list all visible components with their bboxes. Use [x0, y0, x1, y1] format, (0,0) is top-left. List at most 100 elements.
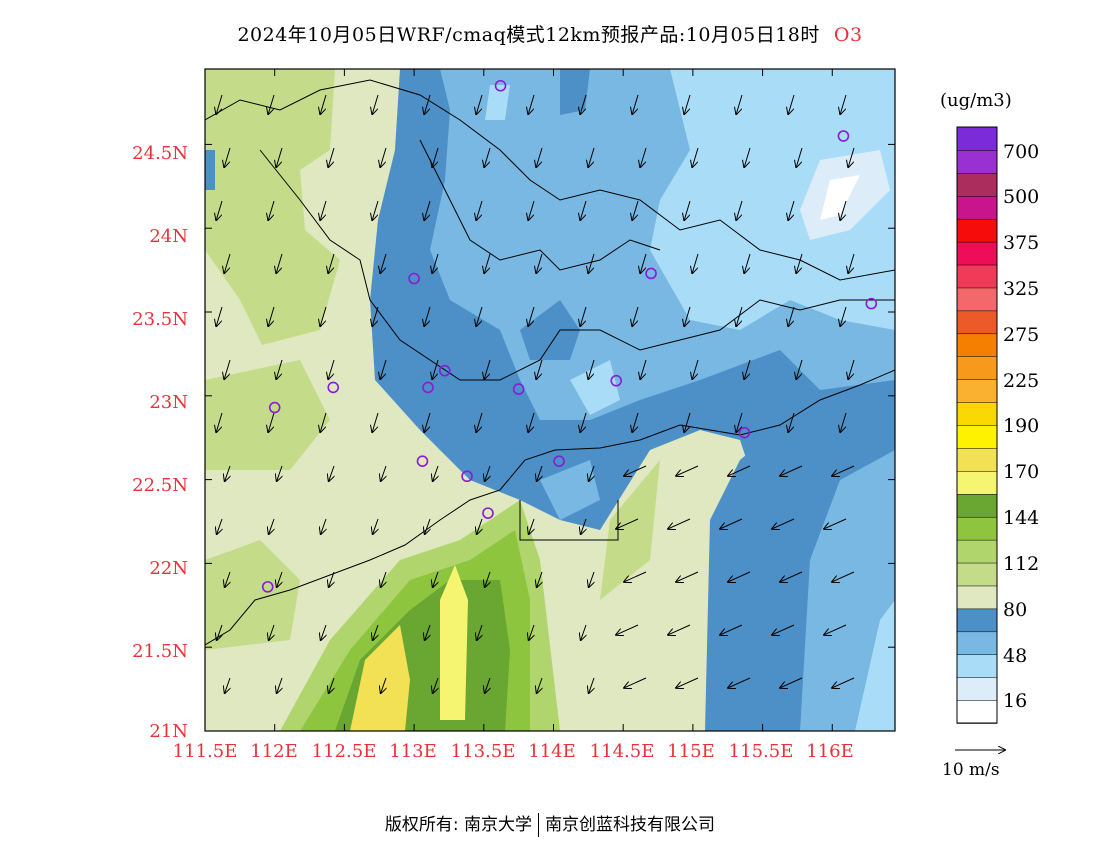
wind-arrow [320, 94, 327, 114]
wind-arrow [432, 253, 439, 273]
wind-arrow [736, 412, 743, 432]
wind-arrow [536, 147, 543, 167]
wind-arrow [328, 253, 335, 273]
wind-arrow [216, 306, 223, 326]
wind-arrow [276, 253, 283, 273]
colorbar-swatch [956, 699, 998, 724]
wind-arrow [372, 306, 379, 326]
wind-arrow [432, 147, 439, 167]
wind-arrow [780, 465, 803, 476]
wind-arrow [485, 571, 490, 587]
wind-arrow [381, 571, 386, 587]
wind-arrow [528, 94, 535, 114]
footer-left: 版权所有: 南京大学 [384, 815, 533, 835]
lat-label-22: 22N [149, 558, 188, 579]
wind-arrow [380, 359, 387, 379]
wind-arrow [276, 359, 283, 379]
wind-arrow [676, 677, 699, 688]
wind-arrow [216, 412, 223, 432]
wind-arrow [632, 412, 639, 432]
wind-arrow [684, 200, 691, 220]
wind-arrow [476, 200, 483, 220]
wind-arrow [788, 306, 795, 326]
lat-label-23: 23N [149, 392, 188, 413]
wind-arrow [372, 200, 379, 220]
wind-arrow [373, 624, 378, 640]
wind-arrow [380, 253, 387, 273]
colorbar-swatch [956, 287, 998, 312]
colorbar-label-500: 500 [1003, 186, 1040, 208]
lon-label-112.5: 112.5E [311, 741, 377, 762]
reference-vector-label: 10 m/s [942, 760, 1000, 780]
wind-arrow [424, 200, 431, 220]
colorbar-swatch [956, 562, 998, 587]
monitoring-site-marker [261, 581, 274, 593]
wind-vectors [216, 94, 855, 693]
wind-arrow [796, 359, 803, 379]
lon-label-114: 114E [528, 741, 576, 762]
wind-arrow [484, 147, 491, 167]
colorbar-swatch [956, 310, 998, 335]
wind-arrow [684, 412, 691, 432]
wind-arrow [269, 518, 274, 534]
colorbar-label-112: 112 [1003, 553, 1040, 575]
wind-arrow [840, 412, 847, 432]
wind-arrow [268, 412, 275, 432]
wind-arrow [728, 677, 751, 688]
colorbar-swatch [956, 172, 998, 197]
wind-arrow [848, 359, 855, 379]
wind-arrow [788, 200, 795, 220]
wind-arrow [528, 200, 535, 220]
lon-label-114.5: 114.5E [589, 741, 655, 762]
wind-arrow [424, 94, 431, 114]
colorbar-swatch [956, 470, 998, 495]
wind-arrow [581, 518, 586, 534]
monitoring-sites [261, 79, 878, 593]
lon-label-112: 112E [250, 741, 298, 762]
wind-arrow [676, 465, 699, 476]
colorbar-swatch [956, 424, 998, 449]
wind-arrow [433, 677, 438, 693]
wind-arrow [528, 306, 535, 326]
wind-arrow [744, 253, 751, 273]
wind-arrow [589, 571, 594, 587]
lon-label-113.5: 113.5E [450, 741, 516, 762]
wind-arrow [268, 94, 275, 114]
wind-arrow [832, 465, 855, 476]
wind-arrow [484, 253, 491, 273]
wind-arrow [277, 571, 282, 587]
wind-arrow [788, 94, 795, 114]
wind-arrow [320, 412, 327, 432]
lat-label-22.5: 22.5N [132, 475, 188, 496]
monitoring-site-marker [610, 374, 623, 387]
map-title: 2024年10月05日WRF/cmaq模式12km预报产品:10月05日18时 O… [0, 20, 1100, 47]
colorbar-swatch [956, 539, 998, 564]
wind-arrow [225, 571, 230, 587]
wind-arrow [632, 200, 639, 220]
wind-arrow [268, 200, 275, 220]
monitoring-site-marker [482, 507, 494, 519]
wind-arrow [225, 465, 230, 481]
colorbar-swatch [956, 676, 998, 701]
wind-arrow [580, 200, 587, 220]
wind-arrow [372, 412, 379, 432]
wind-arrow [424, 412, 431, 432]
colorbar-swatch [956, 585, 998, 610]
title-species: O3 [833, 24, 863, 46]
wind-arrow [536, 359, 543, 379]
monitoring-site-marker [865, 297, 878, 310]
colorbar [956, 126, 998, 724]
wind-arrow [321, 518, 326, 534]
colorbar-swatch [956, 401, 998, 426]
colorbar-label-700: 700 [1003, 141, 1040, 163]
wind-arrow [720, 624, 743, 635]
wind-arrow [381, 465, 386, 481]
wind-arrow [580, 306, 587, 326]
wind-arrow [744, 359, 751, 379]
wind-arrow [692, 359, 699, 379]
monitoring-site-marker [837, 130, 850, 142]
wind-arrow [433, 465, 438, 481]
colorbar-frame [956, 126, 998, 724]
wind-arrow [536, 253, 543, 273]
wind-arrow [632, 306, 639, 326]
